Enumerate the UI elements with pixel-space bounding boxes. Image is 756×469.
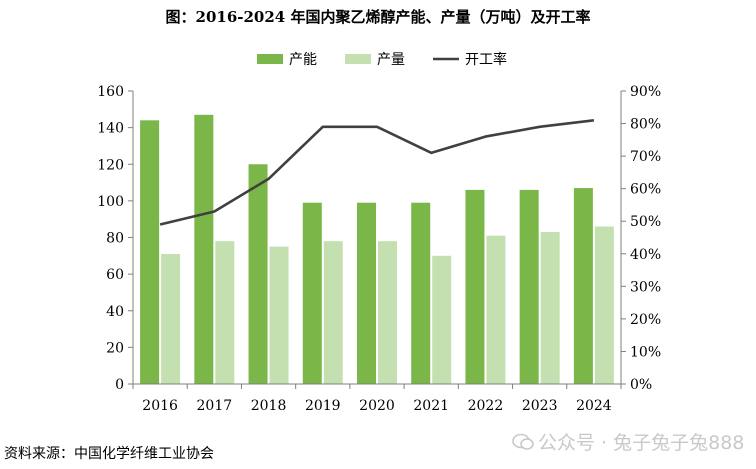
bar-output-2023 [540,232,560,384]
bar-capacity-2021 [411,202,431,384]
bar-output-2021 [432,255,452,384]
bar-output-2017 [215,241,235,384]
right-tick-label: 10% [630,344,661,360]
legend: 产能 产量 开工率 [257,51,507,68]
x-tick-label: 2017 [197,398,233,414]
right-tick-label: 90% [630,84,661,100]
line-group [159,119,595,226]
legend-label-1: 产量 [377,52,405,68]
legend-swatch-0 [257,54,283,64]
legend-swatch-1 [345,54,371,64]
left-tick-label: 40 [106,304,124,320]
bar-capacity-2020 [357,202,376,384]
bars-group [140,114,614,385]
bar-capacity-2016 [140,120,160,385]
left-tick-label: 100 [97,194,124,210]
axes-group: 0 20 40 60 80 100 120 140 160 0% 10% 20% 30% 40% 50% 60… [97,84,661,414]
x-tick-label: 2020 [359,398,395,414]
x-tick-label: 2023 [522,398,558,414]
bar-output-2020 [378,241,397,384]
x-tick-label: 2019 [305,398,341,414]
left-tick-label: 140 [97,121,124,137]
right-tick-label: 30% [630,279,661,295]
left-tick-label: 120 [97,157,124,173]
bar-output-2016 [161,253,181,384]
left-tick-label: 80 [106,231,124,247]
left-tick-label: 20 [106,340,124,356]
x-tick-label: 2021 [413,398,449,414]
right-tick-label: 70% [630,149,661,165]
x-tick-label: 2024 [576,398,612,414]
x-tick-label: 2016 [142,398,178,414]
watermark: 公众号 · 兔子兔子兔888 [512,428,744,455]
legend-label-2: 开工率 [465,51,507,68]
right-tick-label: 40% [630,247,661,263]
right-tick-label: 60% [630,182,661,198]
chart-title: 图：2016-2024 年国内聚乙烯醇产能、产量（万吨）及开工率 [165,8,591,26]
bar-output-2019 [323,241,343,384]
watermark-text: 公众号 · 兔子兔子兔888 [538,432,745,454]
right-tick-label: 50% [630,214,661,230]
right-tick-label: 80% [630,117,661,133]
bar-capacity-2019 [302,202,322,384]
bar-capacity-2023 [519,189,539,384]
x-tick-label: 2018 [251,398,287,414]
x-tick-label: 2022 [468,398,504,414]
source-note: 资料来源：中国化学纤维工业协会 [4,446,214,462]
bar-capacity-2018 [248,164,268,384]
bar-output-2024 [594,226,614,384]
left-tick-label: 60 [106,267,124,283]
bar-capacity-2022 [465,189,485,384]
legend-label-0: 产能 [289,52,317,68]
bar-capacity-2017 [194,114,214,385]
right-tick-label: 20% [630,312,661,328]
left-tick-label: 160 [97,84,124,100]
bar-output-2022 [486,235,506,384]
chat-bubble-icon [512,433,534,450]
right-tick-label: 0% [630,377,652,393]
line-utilization-rate [159,119,595,226]
left-tick-label: 0 [115,377,124,393]
bar-output-2018 [269,246,289,384]
bar-capacity-2024 [573,188,593,384]
